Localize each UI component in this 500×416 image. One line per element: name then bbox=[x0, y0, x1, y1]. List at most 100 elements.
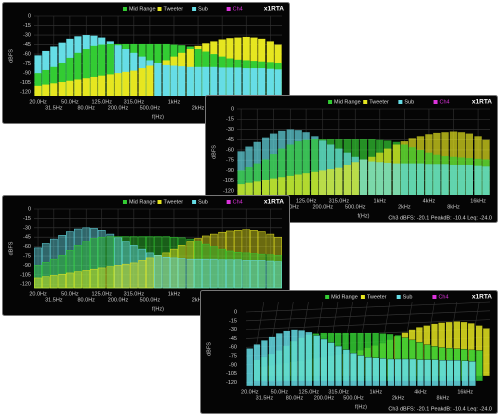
x-tick-label: 315.0Hz bbox=[328, 389, 349, 395]
spectrum-bar bbox=[416, 163, 425, 195]
y-tick-label: -45 bbox=[229, 336, 237, 342]
x-tick-label: 50.0Hz bbox=[61, 291, 79, 297]
spectrum-bar bbox=[351, 162, 359, 195]
x-tick-label: 200.0Hz bbox=[108, 297, 129, 303]
x-tick-label: 200.0Hz bbox=[312, 204, 333, 210]
legend-swatch bbox=[192, 7, 197, 11]
y-tick-label: -60 bbox=[226, 147, 234, 153]
spectrum-bar bbox=[234, 67, 242, 96]
legend-swatch bbox=[432, 295, 437, 299]
legend-label: Ch4 bbox=[440, 100, 450, 106]
legend-swatch bbox=[226, 7, 231, 11]
y-tick-label: -120 bbox=[226, 380, 237, 386]
spectrum-bar bbox=[425, 164, 433, 195]
spectrum-bar bbox=[82, 49, 90, 96]
y-tick-label: -30 bbox=[23, 33, 31, 39]
y-tick-label: -75 bbox=[23, 61, 31, 67]
x-tick-label: 500.0Hz bbox=[140, 297, 161, 303]
x-tick-label: 125.0Hz bbox=[296, 198, 317, 204]
spectrum-bar bbox=[257, 260, 266, 289]
y-tick-label: -75 bbox=[229, 354, 237, 360]
spectrum-bar bbox=[266, 68, 274, 96]
spectrum-bar bbox=[278, 177, 286, 195]
spectrum-bar bbox=[66, 57, 74, 96]
y-tick-label: -90 bbox=[226, 168, 234, 174]
x-tick-label: 80.0Hz bbox=[77, 105, 95, 111]
y-tick-label: -45 bbox=[23, 42, 31, 48]
spectrum-bar bbox=[274, 69, 282, 96]
legend-label: Tweeter bbox=[367, 295, 387, 301]
spectrum-bar bbox=[121, 263, 130, 289]
spectrum-bar bbox=[177, 258, 186, 289]
spectrum-bar bbox=[237, 184, 245, 195]
spectrum-bar bbox=[394, 358, 402, 387]
legend-swatch bbox=[396, 295, 401, 299]
y-tick-label: -105 bbox=[20, 80, 31, 86]
x-tick-label: 1kHz bbox=[168, 291, 181, 297]
legend-label: Sub bbox=[198, 7, 208, 13]
spectrum-bar bbox=[311, 171, 319, 195]
x-tick-label: 31.5Hz bbox=[256, 395, 274, 401]
spectrum-bar bbox=[416, 359, 424, 387]
spectrum-bar bbox=[170, 65, 178, 96]
spectrum-bar bbox=[50, 66, 58, 96]
y-tick-label: -90 bbox=[23, 263, 31, 269]
spectrum-bar bbox=[246, 348, 254, 387]
legend-label: Sub bbox=[198, 200, 208, 206]
y-tick-label: -90 bbox=[23, 71, 31, 77]
rta-panel: x1RTA Mid Range Tweeter Sub Ch4 dBFS f(Hz) 0 -15… bbox=[2, 2, 290, 124]
spectrum-bar bbox=[294, 174, 302, 195]
spectrum-bar bbox=[311, 139, 319, 195]
spectrum-bar bbox=[162, 257, 171, 289]
spectrum-bar bbox=[106, 74, 114, 96]
spectrum-bar bbox=[82, 270, 91, 289]
x-tick-label: 2kHz bbox=[392, 395, 405, 401]
spectrum-bar bbox=[210, 66, 218, 96]
y-tick-label: -120 bbox=[20, 282, 31, 288]
spectrum-bar bbox=[387, 358, 395, 387]
spectrum-bar bbox=[258, 68, 266, 96]
x-tick-label: 200.0Hz bbox=[108, 105, 129, 111]
x-tick-label: 16kHz bbox=[457, 389, 473, 395]
legend-label: Tweeter bbox=[369, 100, 389, 106]
spectrum-bar bbox=[409, 358, 417, 387]
spectrum-bar bbox=[226, 259, 234, 289]
rta-panel: x1RTA Mid Range Tweeter Sub Ch4 dBFS f(Hz) 0 -15… bbox=[2, 195, 290, 316]
legend-label: Ch4 bbox=[233, 7, 243, 13]
spectrum-bar bbox=[194, 66, 202, 96]
legend-label: Tweeter bbox=[164, 7, 184, 13]
spectrum-bar bbox=[269, 154, 278, 195]
legend-swatch bbox=[226, 200, 231, 204]
x-tick-label: 31.5Hz bbox=[45, 105, 63, 111]
spectrum-bar bbox=[245, 182, 253, 195]
legend-swatch bbox=[192, 200, 197, 204]
y-tick-label: -120 bbox=[20, 90, 31, 96]
spectrum-bar bbox=[457, 164, 466, 195]
x-tick-label: 200.0Hz bbox=[314, 395, 335, 401]
y-tick-label: -30 bbox=[23, 225, 31, 231]
x-tick-label: 1kHz bbox=[374, 198, 387, 204]
spectrum-bar bbox=[286, 175, 294, 195]
legend-label: Tweeter bbox=[164, 200, 184, 206]
spectrum-bar bbox=[242, 260, 251, 289]
spectrum-bar bbox=[41, 276, 50, 289]
x-tick-label: 8kHz bbox=[447, 204, 460, 210]
spectrum-bar bbox=[201, 258, 210, 289]
rta-panel: x1RTA Mid Range Tweeter Sub Ch4 dBFS f(Hz) 0 -15… bbox=[200, 290, 498, 414]
spectrum-bar bbox=[474, 165, 482, 195]
x-tick-label: 1kHz bbox=[168, 99, 181, 105]
y-tick-label: -105 bbox=[20, 272, 31, 278]
panel-background bbox=[2, 2, 290, 124]
spectrum-bar bbox=[278, 148, 286, 195]
status-text: Ch3 dBFS: -20.1 PeakdB: -10.4 Leq: -24.0 bbox=[388, 215, 492, 221]
y-tick-label: -60 bbox=[23, 52, 31, 58]
x-tick-label: 80.0Hz bbox=[286, 395, 304, 401]
spectrum-bar bbox=[326, 169, 335, 195]
spectrum-bar bbox=[146, 257, 154, 289]
spectrum-bar bbox=[194, 258, 202, 289]
legend-swatch bbox=[360, 295, 365, 299]
spectrum-bar bbox=[439, 360, 447, 387]
spectrum-bar bbox=[49, 275, 58, 289]
x-tick-label: 20.0Hz bbox=[29, 99, 47, 105]
